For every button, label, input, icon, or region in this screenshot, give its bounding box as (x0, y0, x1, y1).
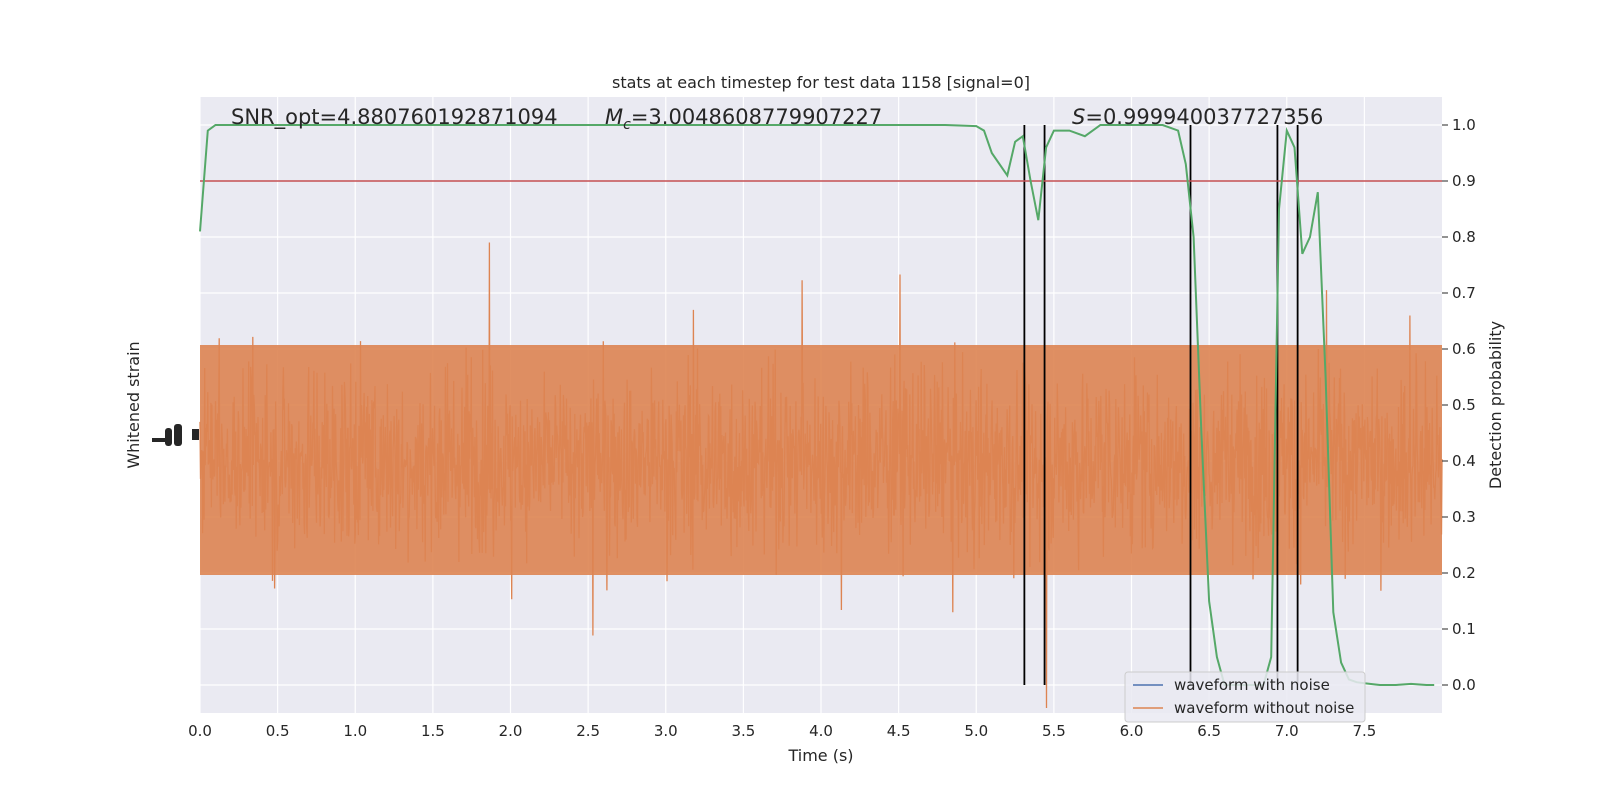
y-tick-label: 0.2 (1452, 564, 1476, 582)
y-axis-label-right: Detection probability (1486, 321, 1505, 489)
y-tick-label: 0.6 (1452, 340, 1476, 358)
x-tick-label: 0.5 (266, 722, 290, 740)
legend-box (1124, 671, 1366, 723)
s-value: =0.999940037727356 (1085, 105, 1323, 129)
x-tick-label: 6.0 (1120, 722, 1144, 740)
s-symbol: S (1072, 105, 1085, 129)
y-tick-label: 0.1 (1452, 620, 1476, 638)
y-tick-label: 0.0 (1452, 676, 1476, 694)
s-annotation: S=0.999940037727356 (1072, 105, 1323, 129)
mc-value: =3.0048608779907227 (631, 105, 882, 129)
legend-label-with-noise: waveform with noise (1174, 676, 1330, 694)
legend: waveform with noise waveform without noi… (1124, 671, 1366, 723)
y-tick-label: 0.7 (1452, 284, 1476, 302)
y-tick-label: 0.4 (1452, 452, 1476, 470)
x-tick-label: 1.5 (421, 722, 445, 740)
mc-subscript: c (623, 117, 631, 133)
mc-symbol: M (605, 105, 623, 129)
x-tick-label: 5.0 (964, 722, 988, 740)
y-tick-label: 0.3 (1452, 508, 1476, 526)
y-axis-label-left: Whitened strain (124, 341, 143, 468)
x-axis-label: Time (s) (787, 746, 853, 765)
y-tick-label: 1.0 (1452, 116, 1476, 134)
y-tick-label: 0.8 (1452, 228, 1476, 246)
x-ticks: 0.0 0.5 1.0 1.5 2.0 2.5 3.0 3.5 4.0 4.5 5.0 5.5 6.0 6… (188, 722, 1376, 740)
snr-annotation: SNR_opt=4.880760192871094 (231, 105, 558, 130)
y-tick-label: 0.9 (1452, 172, 1476, 190)
x-tick-label: 0.0 (188, 722, 212, 740)
y-tick-label: 0.5 (1452, 396, 1476, 414)
y-ticks-right: 0.0 0.1 0.2 0.3 0.4 0.5 0.6 0.7 0.8 0.9 1.0 (1442, 116, 1476, 694)
x-tick-label: 4.5 (887, 722, 911, 740)
x-tick-label: 3.5 (731, 722, 755, 740)
strain-series (199, 242, 1443, 709)
x-tick-label: 6.5 (1197, 722, 1221, 740)
x-tick-label: 7.0 (1275, 722, 1299, 740)
mc-annotation: Mc=3.0048608779907227 (605, 105, 882, 133)
detection-probability-line (199, 124, 1435, 686)
left-tick-clutter (152, 424, 199, 446)
legend-label-without-noise: waveform without noise (1174, 699, 1354, 717)
x-tick-label: 2.5 (576, 722, 600, 740)
x-tick-label: 1.0 (343, 722, 367, 740)
x-tick-label: 3.0 (654, 722, 678, 740)
probability-series (199, 124, 1435, 686)
x-tick-label: 5.5 (1042, 722, 1066, 740)
x-tick-label: 2.0 (499, 722, 523, 740)
detection-vlines (1023, 125, 1299, 685)
x-tick-label: 7.5 (1352, 722, 1376, 740)
x-tick-label: 4.0 (809, 722, 833, 740)
chart-title: stats at each timestep for test data 115… (612, 73, 1030, 92)
waveform-core-band (200, 345, 1442, 575)
